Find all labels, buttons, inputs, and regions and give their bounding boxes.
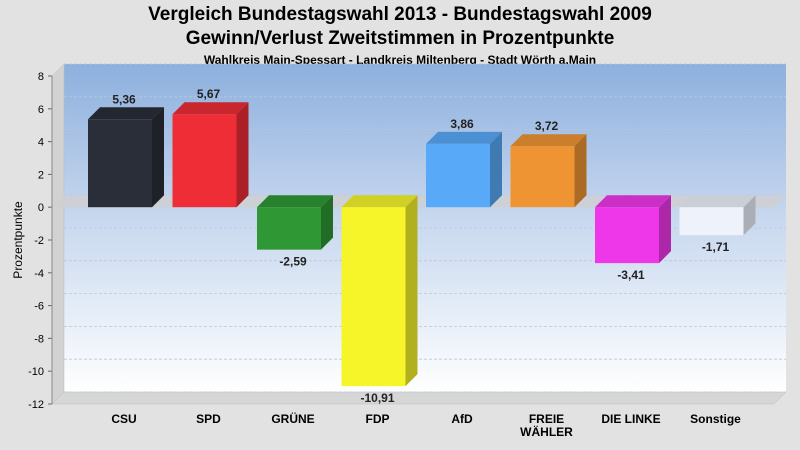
bar-sonstige [679,195,756,236]
y-tick-label: -8 [34,333,44,345]
category-label: Sonstige [690,412,741,426]
bar-die-linke [595,195,671,264]
category-label: SPD [196,412,221,426]
bar-side [405,195,418,387]
bar-side [743,195,756,236]
bar-grüne [257,195,333,250]
value-label: 5,36 [112,92,136,106]
bar-front [172,114,237,208]
bar-side [490,131,502,208]
bar-csu [88,107,164,208]
bar-fdp [341,195,418,387]
category-label: AfD [451,412,473,426]
category-label: CSU [111,412,136,426]
chart-subtitle: Gewinn/Verlust Zweitstimmen in Prozentpu… [185,28,615,49]
bar-top [341,195,418,208]
value-label: 5,67 [197,87,221,101]
bar-top [426,131,502,144]
y-tick-label: -4 [34,268,44,280]
y-tick-label: -12 [28,399,44,411]
bar-side [152,107,164,208]
value-label: 3,86 [450,117,474,131]
y-tick-label: -6 [34,301,44,313]
chart-title: Vergleich Bundestagswahl 2013 - Bundesta… [148,4,652,25]
value-label: -3,41 [617,268,645,282]
bar-front [510,146,575,208]
category-label: FDP [366,412,390,426]
y-tick-label: 0 [38,202,44,214]
y-tick-label: 6 [38,104,44,116]
y-tick-label: 8 [38,71,44,83]
bar-side [574,134,587,208]
bar-front [426,143,490,208]
bar-top [679,195,756,208]
bar-side [659,195,671,264]
bar-front [679,207,744,236]
bar-side [321,195,333,250]
bar-front [341,207,406,387]
y-tick-label: 4 [38,137,44,149]
chart-subsubtitle: Wahlkreis Main-Spessart - Landkreis Milt… [203,53,597,67]
category-label: FREIE [529,412,564,426]
bar-top [595,195,671,208]
category-label: GRÜNE [271,411,314,426]
plot-floor [51,391,787,405]
bar-top [257,195,333,208]
plot-side-wall [51,63,65,405]
y-tick-label: -10 [28,366,44,378]
value-label: 3,72 [535,119,559,133]
bar-freie-wähler [510,134,587,208]
bar-afd [426,131,502,208]
bar-spd [172,102,249,208]
bar-side [236,102,249,208]
bar-top [172,102,249,115]
y-tick-label: -2 [34,235,44,247]
value-label: -2,59 [279,255,307,269]
bar-front [595,207,659,264]
y-tick-label: 2 [38,169,44,181]
bar-front [88,119,152,208]
y-axis-label: Prozentpunkte [11,201,25,279]
value-label: -1,71 [702,240,730,254]
category-label: DIE LINKE [601,412,660,426]
bar-top [510,134,587,147]
category-label: WÄHLER [520,424,573,439]
bar-front [257,207,321,250]
bar-top [88,107,164,120]
value-label: -10,91 [360,391,394,405]
